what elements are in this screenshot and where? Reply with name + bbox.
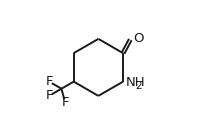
Text: NH: NH: [126, 76, 145, 89]
Text: O: O: [134, 32, 144, 45]
Text: 2: 2: [135, 81, 142, 91]
Text: F: F: [61, 96, 69, 109]
Text: F: F: [45, 75, 53, 88]
Text: F: F: [45, 89, 53, 102]
